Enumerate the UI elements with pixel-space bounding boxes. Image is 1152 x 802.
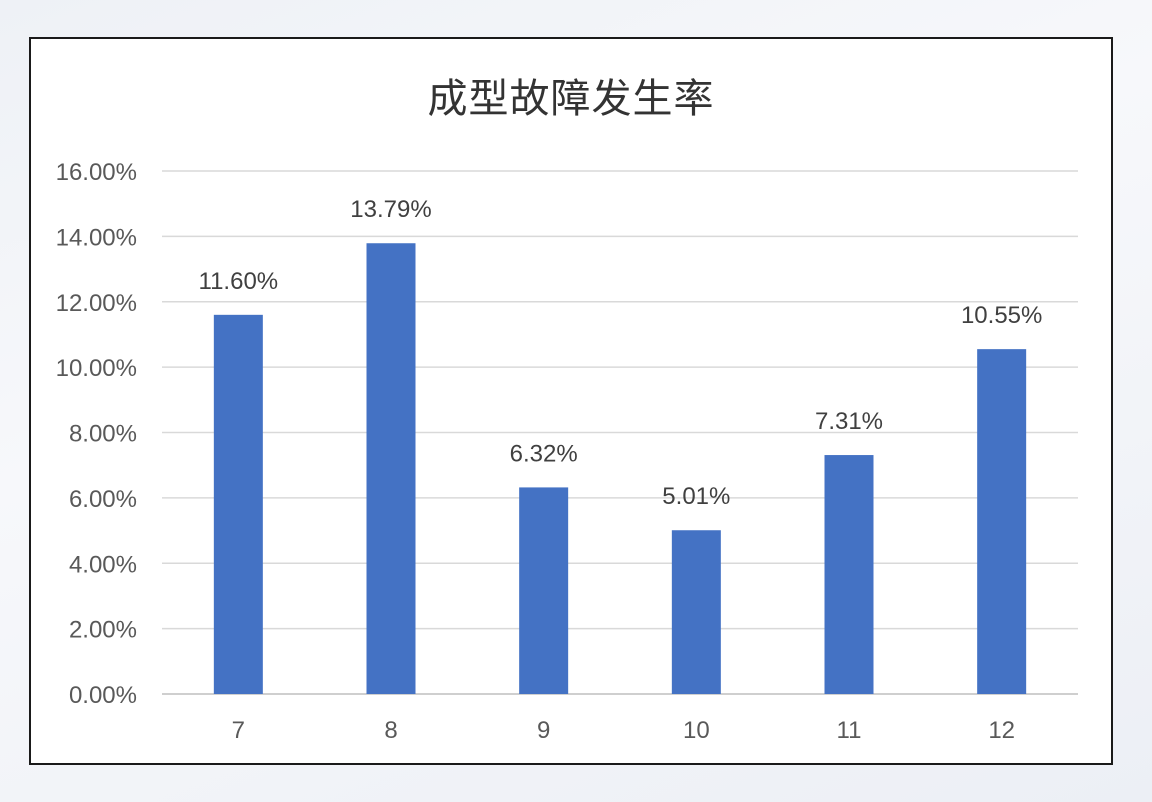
y-tick-label: 10.00% — [56, 355, 137, 382]
data-label: 6.32% — [510, 440, 578, 467]
bar — [213, 314, 263, 694]
x-tick-label: 10 — [683, 717, 710, 744]
data-labels: 11.60% 13.79% 6.32% 5.01% 7.31% 10.55% — [199, 196, 1043, 510]
bar — [366, 243, 416, 694]
data-label: 13.79% — [350, 196, 431, 223]
x-tick-label: 12 — [988, 717, 1015, 744]
y-tick-label: 16.00% — [56, 159, 137, 186]
data-label: 7.31% — [815, 408, 883, 435]
bar — [977, 349, 1027, 694]
bars — [213, 243, 1027, 694]
y-tick-label: 2.00% — [69, 617, 137, 644]
grid-lines — [162, 170, 1078, 695]
data-label: 11.60% — [199, 268, 279, 295]
bar — [519, 487, 569, 694]
y-tick-label: 6.00% — [69, 486, 137, 513]
y-tick-label: 14.00% — [56, 224, 137, 251]
bar — [824, 455, 874, 694]
y-tick-label: 8.00% — [69, 421, 137, 448]
chart-title: 成型故障发生率 — [427, 76, 715, 122]
data-label: 10.55% — [961, 302, 1042, 329]
y-axis-ticks: 0.00% 2.00% 4.00% 6.00% 8.00% 10.00% 12.00% 14.… — [56, 159, 137, 709]
y-tick-label: 0.00% — [69, 682, 137, 709]
x-axis-ticks: 7 8 9 10 11 12 — [232, 717, 1015, 744]
x-tick-label: 11 — [837, 717, 862, 744]
chart-frame — [29, 37, 1113, 765]
y-tick-label: 12.00% — [56, 290, 137, 317]
x-tick-label: 7 — [232, 717, 245, 744]
x-tick-label: 8 — [384, 717, 397, 744]
x-tick-label: 9 — [537, 717, 550, 744]
data-label: 5.01% — [662, 483, 730, 510]
y-tick-label: 4.00% — [69, 551, 137, 578]
bar — [671, 530, 721, 694]
